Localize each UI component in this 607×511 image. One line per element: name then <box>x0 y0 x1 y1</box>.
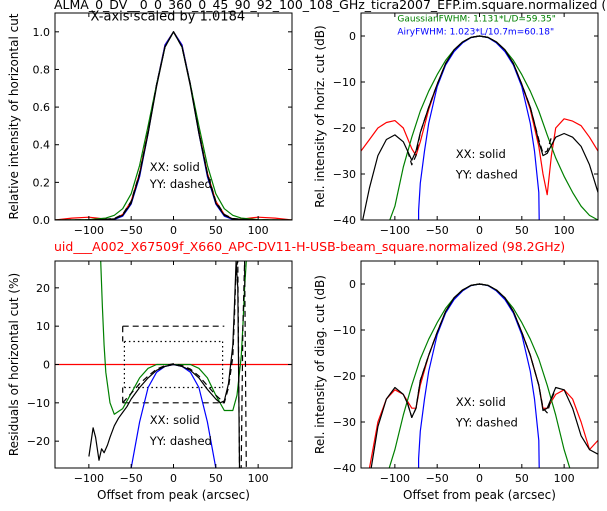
y-tick-label: −40 <box>333 214 356 227</box>
x-tick-label: −50 <box>426 472 449 485</box>
annotation-text: YY: dashed <box>149 177 212 191</box>
x-tick-label: 0 <box>476 472 483 485</box>
x-tick-label: 100 <box>248 224 269 237</box>
series-line-2 <box>386 284 572 477</box>
axes-frame <box>361 13 598 220</box>
x-tick-label: −50 <box>120 224 143 237</box>
series-line-2 <box>386 36 598 229</box>
y-tick-label: 0.0 <box>33 214 51 227</box>
annotation-text: YY: dashed <box>455 416 518 430</box>
y-tick-label: 0.4 <box>33 139 51 152</box>
y-tick-label: 10 <box>36 320 50 333</box>
y-tick-label: −30 <box>333 416 356 429</box>
y-axis-label: Relative intensity of horizontal cut <box>7 13 21 219</box>
x-tick-label: 50 <box>209 224 223 237</box>
y-tick-label: −40 <box>333 462 356 475</box>
y-tick-label: 1.0 <box>33 26 51 39</box>
x-tick-label: −100 <box>380 472 410 485</box>
x-tick-label: 0 <box>170 472 177 485</box>
series-line-3 <box>371 284 598 468</box>
y-axis-label: Rel. intensity of diag. cut (dB) <box>313 275 327 454</box>
annotation-text: YY: dashed <box>455 168 518 182</box>
figure-title: ALMA_0_DV__0_0_360_0_45_90_92_100_108_GH… <box>54 0 606 12</box>
annotation-text: GaussianFWHM: 1.131*L/D=59.35" <box>397 14 555 24</box>
series-line-2 <box>55 32 292 220</box>
y-tick-label: −20 <box>333 122 356 135</box>
axes-frame <box>361 261 598 468</box>
x-tick-label: −100 <box>74 472 104 485</box>
x-tick-label: 50 <box>515 472 529 485</box>
y-tick-label: −10 <box>333 76 356 89</box>
y-tick-label: −30 <box>333 168 356 181</box>
annotation-text: XX: solid <box>456 395 506 409</box>
y-tick-label: −20 <box>333 370 356 383</box>
series-line-1 <box>106 32 241 220</box>
y-tick-label: −20 <box>27 435 50 448</box>
series-line-0 <box>370 284 599 468</box>
x-tick-label: 100 <box>248 472 269 485</box>
y-tick-label: 20 <box>36 282 50 295</box>
x-tick-label: −50 <box>120 472 143 485</box>
y-axis-label: Rel. intensity of horiz. cut (dB) <box>313 25 327 207</box>
y-tick-label: 0 <box>349 30 356 43</box>
series-line-4 <box>55 32 292 220</box>
x-tick-label: −100 <box>380 224 410 237</box>
series-line-1 <box>419 284 540 468</box>
x-tick-label: −50 <box>426 224 449 237</box>
annotation-text: YY: dashed <box>149 434 212 448</box>
series-line-1 <box>419 36 540 220</box>
y-tick-label: 0 <box>43 359 50 372</box>
x-axis-label: Offset from peak (arcsec) <box>403 488 556 502</box>
y-tick-label: −10 <box>333 324 356 337</box>
x-tick-label: 0 <box>476 224 483 237</box>
annotation-text: AiryFWHM: 1.023*L/10.7m=60.18" <box>397 28 554 38</box>
x-tick-label: −100 <box>74 224 104 237</box>
y-tick-label: 0 <box>349 278 356 291</box>
series-group <box>370 284 599 477</box>
figure-canvas: −100 −50 0 50 1000.00.20.40.60.81.0Relative … <box>0 0 607 511</box>
x-axis-label: Offset from peak (arcsec) <box>97 488 250 502</box>
y-tick-label: −10 <box>27 397 50 410</box>
series-line-3 <box>55 32 292 220</box>
y-axis-label: Residuals of horizontal cut (%) <box>7 273 21 456</box>
series-line-4 <box>408 36 552 165</box>
chart-p1: −100 −50 0 50 100 0.0 0.2 0.4 0.6 0.8 1.0 Relative … <box>7 10 292 237</box>
x-tick-label: 100 <box>554 224 575 237</box>
annotation-text: XX: solid <box>150 413 200 427</box>
x-tick-label: 0 <box>170 224 177 237</box>
x-tick-label: 50 <box>209 472 223 485</box>
y-tick-label: 0.6 <box>33 101 51 114</box>
y-tick-label: 0.8 <box>33 63 51 76</box>
x-tick-label: 100 <box>554 472 575 485</box>
annotation-text: XX: solid <box>456 147 506 161</box>
series-group <box>55 32 292 220</box>
y-tick-label: 0.2 <box>33 176 51 189</box>
series-line-0 <box>55 32 292 220</box>
annotation-text: XX: solid <box>150 160 200 174</box>
x-tick-label: 50 <box>515 224 529 237</box>
series-group <box>361 36 598 229</box>
figure-subtitle-beam: uid___A002_X67509f_X660_APC-DV11-H-USB-b… <box>54 239 565 254</box>
